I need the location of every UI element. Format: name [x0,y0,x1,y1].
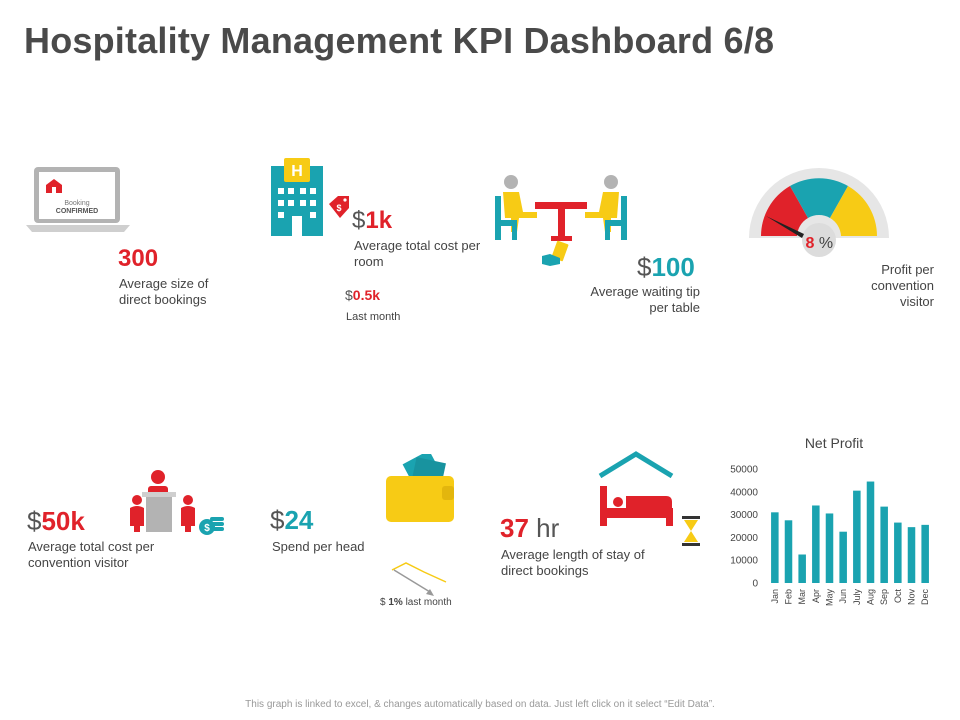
bar-aug[interactable] [866,481,875,583]
footer-note: This graph is linked to excel, & changes… [245,699,715,710]
podium-speaker-icon [130,470,195,532]
y-tick-label: 10000 [730,556,758,567]
convention-cost-label: Average total cost per convention visito… [28,539,155,570]
chart-title: Net Profit [805,435,863,451]
x-tick-label: Sep [879,589,889,605]
bar-may[interactable] [825,513,834,583]
y-tick-label: 40000 [730,487,758,498]
bar-jun[interactable] [839,531,847,583]
price-tag-symbol: $ [336,203,341,213]
spend-prefix: $ [270,505,285,535]
room-cost-value: 1k [365,207,393,234]
bar-oct[interactable] [894,522,902,583]
page-title: Hospitality Management KPI Dashboard 6/8 [24,20,775,61]
x-tick-label: Jan [770,589,780,604]
price-tag-icon: $ [329,196,349,218]
x-tick-label: May [825,589,835,607]
room-cost-label: Average total cost per room [354,238,481,269]
y-tick-label: 0 [752,579,758,590]
coin-stack-icon: $ [199,517,224,535]
convention-cost-prefix: $ [27,506,42,536]
tip-value: 100 [651,252,695,282]
y-tick-label: 30000 [730,510,758,521]
laptop-screen-status: CONFIRMED [56,208,98,215]
x-tick-label: July [852,589,862,606]
restaurant-table-icon [495,175,627,241]
room-cost-sub-value: 0.5k [352,287,381,303]
x-tick-label: Feb [784,589,794,605]
wallet-icon [386,454,454,522]
bar-sep[interactable] [880,506,888,583]
x-tick-label: Apr [811,589,821,603]
bar-apr[interactable] [812,505,820,583]
net-profit-chart[interactable]: Net Profit 0 10000 20000 30000 40000 50000 Jan… [720,428,950,618]
bed-icon [598,451,674,526]
stay-value: 37 [500,513,529,543]
x-tick-label: Dec [920,589,930,606]
x-tick-label: Aug [866,589,876,605]
trend-down-icon [391,562,447,596]
spend-label: Spend per head [272,539,365,554]
x-tick-label: Oct [893,589,903,604]
bar-mar[interactable] [798,554,806,584]
bar-dec[interactable] [921,524,929,583]
x-tick-label: Jun [838,589,848,604]
stay-label: Average length of stay of direct booking… [501,547,645,578]
bookings-value: 300 [118,245,159,272]
gauge-label: Profit per convention visitor [871,262,934,309]
room-cost-sub-prefix: $ [345,287,353,303]
tip-hand-icon [542,240,569,266]
hourglass-icon [682,516,700,546]
spend-sub-label: last month [402,597,452,608]
bookings-label: Average size of direct bookings [119,276,209,307]
convention-cost-value: 50k [41,506,85,536]
laptop-home-icon: Booking CONFIRMED [26,167,130,232]
gauge-icon: 8 % [749,168,889,257]
stay-unit: hr [528,513,560,543]
bar-jan[interactable] [771,512,779,583]
x-tick-label: Mar [797,589,807,605]
y-tick-label: 50000 [730,465,758,476]
bar-nov[interactable] [907,527,916,583]
x-tick-label: Nov [907,589,917,606]
bar-july[interactable] [853,490,861,583]
gauge-unit: % [819,235,833,252]
coin-symbol: $ [204,523,210,534]
room-cost-sub-label: Last month [346,311,401,323]
bar-feb[interactable] [784,520,793,583]
svg-text:H: H [291,163,303,180]
tip-prefix: $ [637,252,652,282]
laptop-screen-text: Booking [64,200,89,207]
spend-sub-value: 1% [388,597,403,608]
y-tick-label: 20000 [730,533,758,544]
spend-sub-prefix: $ [380,597,386,608]
hotel-building-icon: H [271,158,323,236]
room-cost-prefix: $ [352,207,366,234]
tip-label: Average waiting tip per table [590,284,700,315]
spend-value: 24 [284,505,314,535]
gauge-value: 8 [806,235,815,252]
